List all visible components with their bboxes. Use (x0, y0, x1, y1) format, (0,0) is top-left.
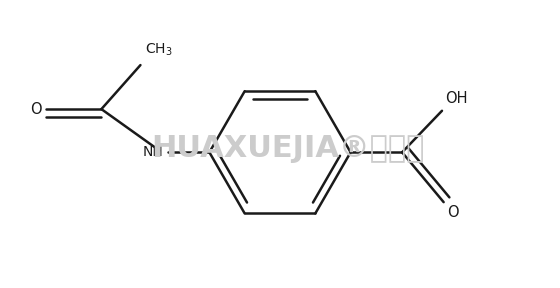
Text: O: O (30, 102, 41, 117)
Text: O: O (447, 205, 459, 221)
Text: NH: NH (143, 145, 164, 159)
Text: HUAXUEJIA®化学加: HUAXUEJIA®化学加 (152, 134, 425, 163)
Text: CH$_3$: CH$_3$ (144, 41, 172, 58)
Text: OH: OH (445, 91, 468, 106)
